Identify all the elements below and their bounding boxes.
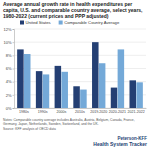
grid-line <box>14 81 146 82</box>
legend-label: United States <box>26 20 51 25</box>
axis-line <box>13 30 15 109</box>
tick-mark <box>13 82 15 83</box>
bar <box>17 49 24 108</box>
tick: 2% <box>6 93 14 98</box>
tick-mark <box>13 95 15 96</box>
tick-mark <box>13 29 15 30</box>
bar <box>36 71 43 108</box>
tick: 12% <box>3 27 14 32</box>
tick: 2000s <box>56 108 66 114</box>
tick: 2019-2020 <box>90 108 107 114</box>
tick-mark <box>13 69 15 70</box>
grid-line <box>14 68 146 69</box>
tick: 2010s <box>75 108 85 114</box>
tick-label: 1980s <box>19 110 29 114</box>
tick-label: 12% <box>3 27 11 32</box>
bar <box>61 72 68 108</box>
tick: 2021-2022 <box>128 108 145 114</box>
tick-label: 2020-2021 <box>109 110 126 114</box>
legend-swatch <box>59 21 63 25</box>
grid-line <box>14 29 146 30</box>
tick-mark <box>13 108 15 109</box>
x-axis: 1980s 1990s 2000s 2010s 2019-20202020-202120… <box>15 108 147 114</box>
tick-label: 0% <box>6 106 12 111</box>
grid <box>14 29 146 108</box>
grid-line <box>14 55 146 56</box>
bar <box>80 90 87 108</box>
tick-label: 2019-2020 <box>90 110 107 114</box>
bar <box>99 63 106 108</box>
bar <box>92 42 99 108</box>
legend-swatch <box>20 21 24 25</box>
tick-label: 4% <box>6 79 12 84</box>
brand: Health System Tracker <box>93 141 147 147</box>
text-line: Germany, Japan, Netherlands, Sweden, Swi… <box>3 122 99 126</box>
bar <box>118 49 125 108</box>
legend-label: Comparable Country Average <box>64 20 120 25</box>
bar <box>129 80 136 108</box>
bar <box>136 82 143 108</box>
tick-mark <box>13 42 15 43</box>
legend-item: United States <box>20 20 51 25</box>
grid-line <box>14 94 146 95</box>
legend-item: Comparable Country Average <box>59 20 120 25</box>
title: Average annual growth rate in health exp… <box>3 1 143 19</box>
bars <box>17 42 143 108</box>
grid-line <box>14 42 146 43</box>
tick: 1980s <box>19 108 29 114</box>
tick-label: 10% <box>3 40 11 45</box>
text-line: 1980-2022 (current prices and PPP adjust… <box>3 13 109 19</box>
tick-label: 8% <box>6 53 12 58</box>
tick: 8% <box>6 53 14 58</box>
bar <box>43 74 50 108</box>
tick-label: 2010s <box>75 110 85 114</box>
note: Notes: Comparable country average includ… <box>3 118 135 126</box>
grid-line <box>14 108 146 109</box>
tick-label: 1990s <box>38 110 48 114</box>
tick: 10% <box>3 40 14 45</box>
tick-mark <box>13 55 15 56</box>
tick-label: 2% <box>6 93 12 98</box>
tick: 1990s <box>38 108 48 114</box>
tick-label: 6% <box>6 66 12 71</box>
legend: United States Comparable Country Average <box>20 20 120 25</box>
tick: 2020-2021 <box>109 108 126 114</box>
tick-label: 2021-2022 <box>128 110 145 114</box>
bar <box>73 86 80 108</box>
y-axis: 0% 2% 4% 6% 8% 10% 12% <box>3 27 14 111</box>
tick: 4% <box>6 79 14 84</box>
bar <box>111 88 118 108</box>
tick: 6% <box>6 66 14 71</box>
tick: 0% <box>6 106 14 111</box>
chart: Average annual growth rate in health exp… <box>0 0 150 150</box>
bar <box>55 66 62 108</box>
tick-label: 2000s <box>56 110 66 114</box>
source: Source: KFF analysis of OECD data <box>3 127 56 131</box>
bar <box>24 54 31 108</box>
